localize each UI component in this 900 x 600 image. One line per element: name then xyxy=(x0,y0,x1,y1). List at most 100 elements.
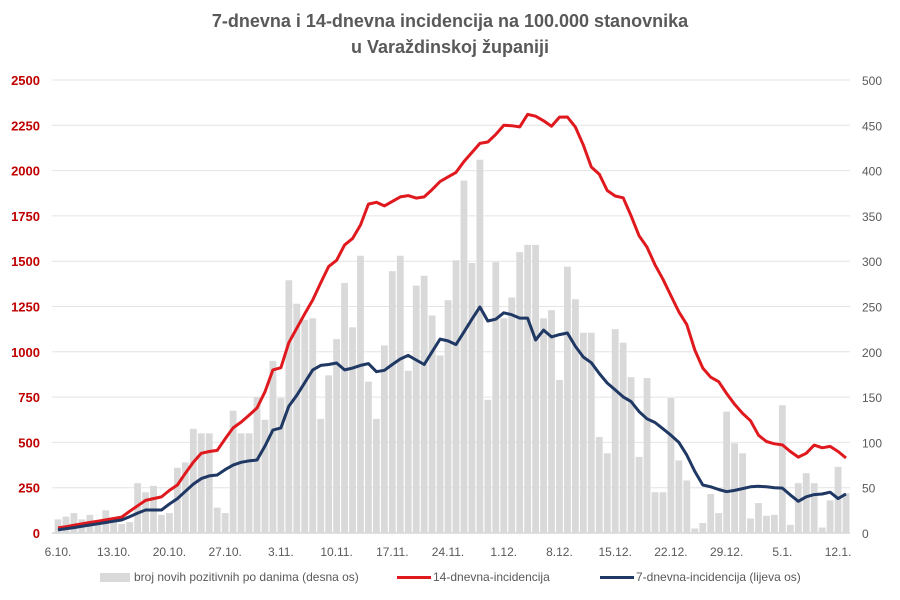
right-axis-tick-label: 500 xyxy=(862,74,882,88)
bar-new-cases xyxy=(388,271,396,533)
bar-new-cases xyxy=(142,492,149,533)
left-axis-tick-label: 2000 xyxy=(11,164,40,179)
bar-new-cases xyxy=(595,436,603,533)
bar-new-cases xyxy=(380,345,388,533)
left-axis-tick-label: 1750 xyxy=(11,209,40,224)
bar-new-cases xyxy=(619,342,627,533)
x-axis-tick-label: 22.12. xyxy=(654,545,687,559)
legend-swatch-14-day xyxy=(397,575,431,579)
bar-new-cases xyxy=(699,523,707,533)
bar-new-cases xyxy=(373,418,380,533)
x-axis-tick-label: 24.11. xyxy=(432,545,464,559)
bar-new-cases xyxy=(301,320,309,533)
bar-new-cases xyxy=(540,318,547,533)
bar-new-cases xyxy=(763,515,770,533)
bar-new-cases xyxy=(269,360,277,533)
bar-new-cases xyxy=(468,263,476,533)
bar-new-cases xyxy=(691,528,699,533)
bar-new-cases xyxy=(317,418,325,533)
bar-new-cases xyxy=(277,398,285,533)
bar-new-cases xyxy=(731,443,738,533)
bar-new-cases xyxy=(229,410,237,533)
left-axis-tick-label: 2500 xyxy=(11,73,40,88)
bar-new-cases xyxy=(197,433,205,533)
left-axis-tick-label: 500 xyxy=(18,435,40,450)
bar-new-cases xyxy=(54,519,62,533)
bar-new-cases xyxy=(794,483,802,533)
x-axis-tick-label: 1.12. xyxy=(490,545,517,559)
bar-new-cases xyxy=(802,473,810,533)
bar-new-cases xyxy=(572,299,579,533)
bar-new-cases xyxy=(213,507,221,533)
right-axis-tick-label: 200 xyxy=(862,346,882,360)
legend-label-7-day: 7-dnevna-incidencija (lijeva os) xyxy=(636,570,801,584)
bar-new-cases xyxy=(492,262,500,533)
bar-new-cases xyxy=(771,514,778,533)
x-axis-tick-label: 8.12. xyxy=(546,545,573,559)
bar-new-cases xyxy=(110,519,118,533)
left-axis-tick-label: 1250 xyxy=(11,300,40,315)
bar-new-cases xyxy=(404,370,412,533)
bar-new-cases xyxy=(611,329,619,533)
line-14-day-incidence xyxy=(57,112,847,530)
x-axis-tick-label: 27.10. xyxy=(208,545,241,559)
bar-new-cases xyxy=(412,285,420,533)
bar-new-cases xyxy=(747,518,754,533)
bar-new-cases xyxy=(818,527,826,533)
legend-label-bars: broj novih pozitivnih po danima (desna o… xyxy=(134,570,359,584)
bar-new-cases xyxy=(309,318,317,533)
bar-new-cases xyxy=(826,500,834,533)
left-axis-tick-label: 1500 xyxy=(11,254,40,269)
legend-item-7-day: 7-dnevna-incidencija (lijeva os) xyxy=(600,570,801,584)
right-axis-tick-label: 450 xyxy=(862,119,882,133)
x-axis-tick-label: 29.12. xyxy=(710,545,743,559)
bar-new-cases xyxy=(158,514,165,533)
x-axis-tick-label: 20.10. xyxy=(153,545,186,559)
left-axis-tick-label: 1000 xyxy=(11,345,40,360)
x-axis-tick-label: 6.10. xyxy=(45,545,72,559)
bar-new-cases xyxy=(126,522,134,533)
legend-item-14-day: 14-dnevna-incidencija xyxy=(397,570,550,584)
bar-new-cases xyxy=(635,456,643,533)
bar-new-cases xyxy=(70,513,78,533)
line-7-day-incidence xyxy=(57,305,847,532)
bar-new-cases xyxy=(524,244,532,533)
bar-new-cases xyxy=(484,399,492,533)
bar-new-cases xyxy=(667,398,675,533)
bar-new-cases xyxy=(118,523,126,533)
bar-new-cases xyxy=(786,524,794,533)
bar-new-cases xyxy=(778,405,786,533)
bar-new-cases xyxy=(134,483,141,533)
bar-new-cases xyxy=(476,159,484,533)
bar-new-cases xyxy=(739,453,746,533)
bar-new-cases xyxy=(221,513,229,533)
bar-new-cases xyxy=(452,260,460,533)
bar-new-cases xyxy=(333,339,340,533)
bar-new-cases xyxy=(166,513,173,533)
bar-new-cases xyxy=(603,453,611,533)
x-axis-tick-label: 15.12. xyxy=(599,545,632,559)
chart-title-line-1: 7-dnevna i 14-dnevna incidencija na 100.… xyxy=(211,11,689,31)
bar-new-cases xyxy=(245,433,253,533)
bar-new-cases xyxy=(579,332,587,533)
bar-new-cases xyxy=(205,433,213,533)
bar-new-cases xyxy=(643,378,651,533)
bar-new-cases xyxy=(532,244,539,533)
bar-new-cases xyxy=(253,397,261,533)
right-axis-tick-label: 150 xyxy=(862,391,882,405)
right-axis-tick-label: 250 xyxy=(862,301,882,315)
bar-new-cases xyxy=(325,375,333,533)
left-axis-tick-label: 750 xyxy=(18,390,40,405)
bar-new-cases xyxy=(627,377,635,533)
bar-new-cases xyxy=(189,428,197,533)
chart-title-line-2: u Varaždinskoj županiji xyxy=(350,37,550,57)
bar-new-cases xyxy=(349,327,356,533)
legend-swatch-7-day xyxy=(600,575,634,579)
bar-new-cases xyxy=(444,300,452,533)
left-axis-tick-label: 0 xyxy=(33,526,40,541)
x-axis-tick-label: 5.1. xyxy=(772,545,792,559)
right-axis-tick-label: 100 xyxy=(862,436,882,450)
bar-new-cases xyxy=(842,493,850,533)
bar-new-cases xyxy=(715,513,723,533)
bar-new-cases xyxy=(94,522,102,533)
